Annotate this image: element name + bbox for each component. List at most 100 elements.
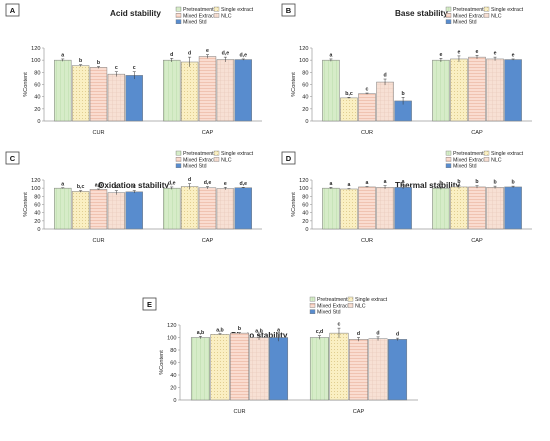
significance-label: e	[224, 181, 227, 187]
y-tick-label: 20	[302, 107, 308, 113]
x-tick-label: CAP	[353, 409, 365, 415]
panel-a: A Acid stability Pretreatment Single extrac…	[5, 3, 262, 136]
legend-label: Pretreatment	[453, 7, 484, 13]
significance-label: e	[458, 49, 461, 55]
significance-label: a,b	[255, 329, 263, 335]
legend-label: Single extract	[491, 7, 524, 13]
y-tick-label: 120	[299, 46, 308, 52]
legend-swatch	[445, 150, 452, 156]
bar	[180, 61, 199, 122]
legend: Pretreatment Single extract Mixed Extract N…	[445, 6, 524, 26]
legend-swatch	[175, 6, 182, 12]
bar	[432, 187, 450, 230]
y-axis-label: %Content	[291, 72, 297, 97]
bar	[107, 192, 126, 230]
legend-swatch	[483, 6, 490, 12]
y-tick-label: 40	[302, 211, 308, 217]
significance-label: d	[170, 52, 173, 58]
bar	[340, 188, 358, 230]
legend-label: Pretreatment	[183, 7, 214, 13]
legend-label: Mixed Std	[453, 164, 477, 170]
legend-label: Mixed Extract	[183, 13, 216, 19]
legend-label: Single extract	[221, 7, 254, 13]
y-tick-label: 40	[34, 211, 40, 217]
legend-swatch	[445, 13, 452, 18]
significance-label: c	[115, 65, 118, 71]
bar	[249, 337, 269, 401]
y-tick-label: 100	[167, 336, 176, 342]
x-tick-label: CAP	[471, 130, 483, 136]
y-tick-label: 0	[37, 119, 40, 125]
legend-swatch	[483, 150, 490, 156]
legend-swatch	[347, 296, 354, 302]
bar	[229, 332, 250, 401]
significance-label: b	[439, 180, 442, 186]
significance-label: a,b	[197, 330, 205, 336]
significance-label: b	[457, 179, 460, 185]
legend: Pretreatment Single extract Mixed Extract N…	[445, 150, 524, 170]
legend-label: NLC	[221, 157, 232, 163]
legend-label: Single extract	[491, 151, 524, 157]
significance-label: b	[401, 91, 404, 97]
bar	[309, 337, 329, 401]
legend-swatch	[445, 163, 452, 169]
legend-label: Pretreatment	[453, 151, 484, 157]
y-tick-label: 120	[299, 178, 308, 184]
significance-label: a	[366, 180, 369, 186]
legend-swatch	[175, 157, 182, 162]
y-tick-label: 60	[34, 203, 40, 209]
significance-label: e	[206, 48, 209, 54]
legend-swatch	[445, 6, 452, 12]
y-tick-label: 20	[302, 219, 308, 225]
legend-swatch	[213, 150, 220, 156]
bar	[198, 187, 217, 230]
significance-label: b	[79, 58, 82, 64]
significance-label: e	[439, 52, 442, 58]
x-tick-label: CUR	[92, 238, 104, 244]
legend-swatch	[445, 19, 452, 25]
significance-label: b,c	[77, 184, 85, 190]
legend-label: Mixed Extract	[453, 157, 486, 163]
bar	[125, 191, 143, 230]
panel-label-box	[5, 151, 20, 165]
legend-label: Mixed Extract	[453, 13, 486, 19]
bar	[180, 186, 199, 230]
panel-label-box	[5, 3, 20, 17]
x-tick-label: CAP	[202, 130, 214, 136]
legend-label: Mixed Extract	[183, 157, 216, 163]
panel-c: C Oxidation stability Pretreatment Single e…	[5, 150, 262, 244]
x-tick-label: CUR	[361, 130, 373, 136]
panel-label: B	[286, 6, 292, 15]
bar	[322, 187, 340, 230]
panel-label-box	[142, 297, 157, 311]
panel-e: E Photo stability Pretreatment Single extra…	[142, 296, 418, 415]
panel-label: A	[10, 6, 16, 15]
legend-label: NLC	[491, 157, 502, 163]
y-tick-label: 100	[299, 58, 308, 64]
panel-b: B Base stability Pretreatment Single extrac…	[281, 3, 532, 136]
bar	[348, 339, 369, 401]
bar	[216, 188, 235, 230]
y-tick-label: 40	[302, 95, 308, 101]
y-axis-label: %Content	[23, 72, 29, 97]
legend-swatch	[445, 157, 452, 162]
y-tick-label: 80	[302, 194, 308, 200]
legend-label: Mixed Extract	[317, 303, 350, 309]
chart-title: Photo stability	[231, 331, 288, 340]
legend-swatch	[483, 13, 490, 18]
x-tick-label: CAP	[471, 238, 483, 244]
legend: Pretreatment Single extract Mixed Extract N…	[175, 6, 254, 26]
significance-label: d	[357, 331, 360, 337]
significance-label: d,e	[222, 51, 230, 57]
legend: Pretreatment Single extract Mixed Extract N…	[175, 150, 254, 170]
y-tick-label: 100	[31, 186, 40, 192]
bar	[358, 186, 376, 230]
legend-swatch	[175, 19, 182, 25]
legend-label: Mixed Std	[453, 20, 477, 26]
panel-label-box	[281, 151, 296, 165]
bar	[358, 93, 376, 122]
y-tick-label: 0	[305, 119, 308, 125]
significance-label: a	[61, 52, 64, 58]
chart-title: Oxidation stability	[98, 181, 169, 190]
y-tick-label: 20	[34, 107, 40, 113]
